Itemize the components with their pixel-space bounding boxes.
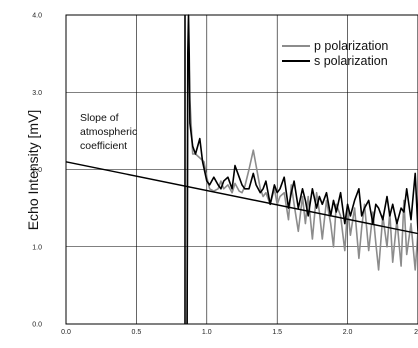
y-tick-label: 4.0: [32, 13, 42, 20]
x-tick-label: 2.0: [343, 329, 353, 336]
plot-area-frame: [65, 14, 418, 325]
series-s-polarization: [186, 14, 418, 325]
annotation-line-2: atmospheric: [80, 126, 137, 138]
legend-label-p-polarization: p polarization: [314, 39, 388, 53]
legend: p polarization s polarization: [282, 39, 388, 68]
y-tick-label: 3.0: [32, 90, 42, 97]
grid-lines: [66, 15, 418, 324]
x-tick-label: 0.5: [132, 329, 142, 336]
annotation-slope: Slope of atmospheric coefficient: [80, 112, 137, 152]
y-tick-label: 1.0: [32, 244, 42, 251]
series-slope-line: [65, 161, 418, 235]
y-tick-label: 0.0: [32, 322, 42, 329]
x-tick-label: 2: [414, 329, 418, 336]
x-tick-label: 1.0: [202, 329, 212, 336]
annotation-line-1: Slope of: [80, 112, 119, 124]
x-tick-label: 0.0: [61, 329, 71, 336]
series-layer: [65, 14, 418, 325]
tick-labels: 0.0 0.5 1.0 1.5 2.0 2 0.0 1.0 2.0 3.0 4.0: [32, 13, 418, 337]
y-axis-label: Echo Intensity [mV]: [25, 110, 41, 231]
series-p-polarization: [186, 37, 418, 325]
annotation-line-3: coefficient: [80, 140, 127, 152]
legend-label-s-polarization: s polarization: [314, 54, 388, 68]
y-tick-label: 2.0: [32, 167, 42, 174]
x-tick-label: 1.5: [272, 329, 282, 336]
